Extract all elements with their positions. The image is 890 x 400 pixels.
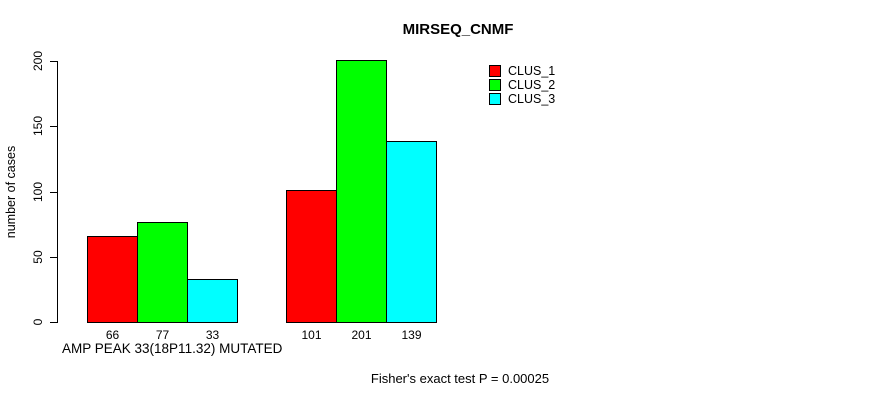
bar-clus_1-group-1 [87, 236, 138, 323]
bar-clus_1-group-2 [286, 190, 337, 323]
legend-item-clus_3: CLUS_3 [489, 92, 555, 106]
bar-value-label: 101 [301, 328, 322, 342]
legend-swatch-clus_2 [489, 79, 501, 91]
bar-clus_2-group-1 [137, 222, 188, 323]
y-axis-tick-label: 200 [31, 50, 45, 72]
y-axis-tick-label: 50 [31, 250, 45, 264]
legend-item-clus_2: CLUS_2 [489, 78, 555, 92]
y-axis-tick [50, 61, 57, 62]
bar-clus_3-group-2 [386, 141, 437, 323]
legend-swatch-clus_3 [489, 93, 501, 105]
y-axis-title: number of cases [4, 145, 18, 239]
chart-title: MIRSEQ_CNMF [402, 21, 514, 38]
legend-label: CLUS_3 [508, 92, 556, 106]
y-axis-tick [50, 126, 57, 127]
legend-label: CLUS_2 [508, 78, 556, 92]
y-axis-tick [50, 257, 57, 258]
x-axis-label: AMP PEAK 33(18P11.32) MUTATED [62, 341, 283, 356]
bar-value-label: 139 [401, 328, 422, 342]
y-axis-tick-label: 0 [31, 318, 45, 326]
y-axis-tick [50, 192, 57, 193]
y-axis-tick-label: 100 [31, 181, 45, 203]
bar-clus_3-group-1 [187, 279, 238, 323]
bar-value-label: 66 [105, 328, 120, 342]
legend-item-clus_1: CLUS_1 [489, 64, 555, 78]
bar-value-label: 77 [155, 328, 170, 342]
bar-value-label: 201 [351, 328, 372, 342]
legend-label: CLUS_1 [508, 64, 556, 78]
legend-swatch-clus_1 [489, 65, 501, 77]
bar-clus_2-group-2 [336, 60, 387, 323]
legend: CLUS_1 CLUS_2 CLUS_3 [489, 64, 555, 106]
y-axis-tick-label: 150 [31, 115, 45, 137]
bar-value-label: 33 [205, 328, 220, 342]
y-axis-line [57, 61, 58, 323]
y-axis-tick [50, 322, 57, 323]
fisher-test-annotation: Fisher's exact test P = 0.00025 [370, 371, 550, 386]
